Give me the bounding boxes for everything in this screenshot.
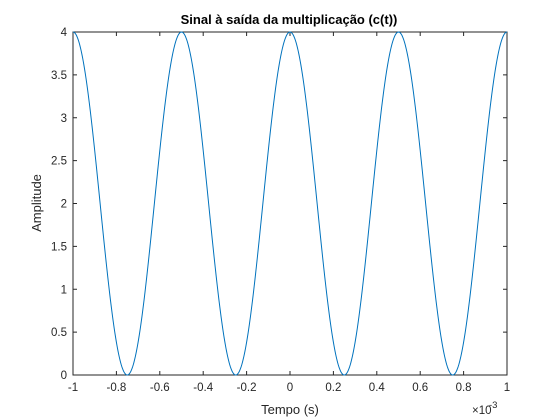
y-tick-label: 2 xyxy=(61,199,67,211)
plot-area: -1 -0.8 -0.6 -0.4 -0.2 0 0.2 0.4 0.6 0.8 1 0 0.5 1 1.… xyxy=(51,27,510,394)
y-tick-label: 0.5 xyxy=(51,327,67,339)
y-tick-label: 4 xyxy=(61,27,68,39)
x-tick-label: 1 xyxy=(504,382,510,394)
y-axis-label: Amplitude xyxy=(29,174,44,232)
x-axis-label: Tempo (s) xyxy=(261,402,319,417)
x-tick-label: -0.8 xyxy=(106,382,126,394)
x-tick-label: 0 xyxy=(287,382,293,394)
y-tick-label: 1 xyxy=(61,284,67,296)
x-tick-label: -0.4 xyxy=(193,382,213,394)
x-axis-multiplier: ×10 -3 xyxy=(472,400,497,417)
y-tick-label: 3.5 xyxy=(51,70,67,82)
x-ticks: -1 -0.8 -0.6 -0.4 -0.2 0 0.2 0.4 0.6 0.8 1 xyxy=(68,32,510,394)
y-tick-label: 3 xyxy=(61,113,67,125)
y-tick-label: 0 xyxy=(61,370,67,382)
x-tick-label: 0.4 xyxy=(369,382,386,394)
x-axis-multiplier-base: ×10 xyxy=(472,405,492,417)
series-line-c-t- xyxy=(72,31,508,376)
x-tick-label: -0.6 xyxy=(150,382,170,394)
y-tick-label: 1.5 xyxy=(51,241,67,253)
x-tick-label: -1 xyxy=(68,382,78,394)
x-tick-label: 0.2 xyxy=(325,382,341,394)
chart-title: Sinal à saída da multiplicação (c(t)) xyxy=(181,12,398,27)
y-tick-label: 2.5 xyxy=(51,156,67,168)
x-tick-label: -0.2 xyxy=(237,382,257,394)
x-tick-label: 0.8 xyxy=(456,382,472,394)
y-ticks: 0 0.5 1 1.5 2 2.5 3 3.5 4 xyxy=(51,27,507,382)
x-tick-label: 0.6 xyxy=(412,382,428,394)
x-axis-multiplier-exponent: -3 xyxy=(489,400,497,411)
series-group xyxy=(72,31,508,376)
